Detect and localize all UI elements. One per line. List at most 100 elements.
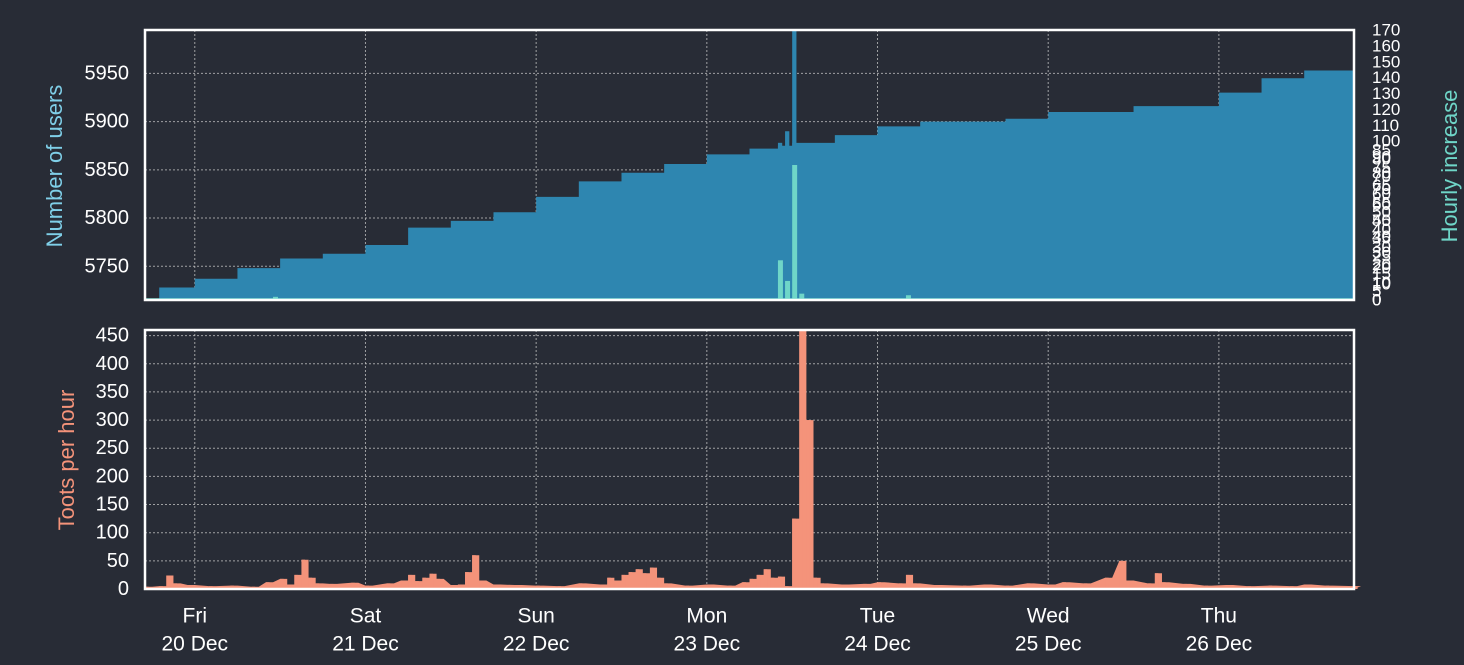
toots-bar bbox=[1289, 586, 1294, 589]
hourly-tick-label: 60 bbox=[1372, 195, 1391, 214]
toots-bar bbox=[1154, 573, 1159, 589]
toots-bar bbox=[706, 584, 711, 589]
toots-bar bbox=[1147, 583, 1152, 589]
toots-bar bbox=[1225, 585, 1230, 589]
hourly-increase-bar bbox=[777, 260, 783, 300]
toots-bar bbox=[877, 582, 882, 589]
x-tick-day-label: Wed bbox=[1027, 605, 1070, 628]
toots-bar bbox=[429, 573, 434, 589]
hourly-increase-bar bbox=[792, 165, 798, 300]
hourly-tick-label: 120 bbox=[1372, 100, 1400, 119]
toots-tick-label: 0 bbox=[118, 578, 129, 600]
hourly-tick-label: 130 bbox=[1372, 84, 1400, 103]
toots-bar bbox=[792, 518, 796, 589]
toots-bar bbox=[913, 583, 917, 589]
toots-bar bbox=[1119, 560, 1123, 589]
hourly-tick-label: 70 bbox=[1372, 179, 1391, 198]
toots-bar bbox=[578, 583, 583, 589]
toots-bar bbox=[457, 584, 462, 589]
toots-bar bbox=[841, 584, 846, 589]
x-tick-day-label: Mon bbox=[686, 605, 727, 628]
hourly-tick-label: 60 bbox=[1372, 185, 1391, 204]
x-tick-day-label: Tue bbox=[860, 605, 895, 628]
toots-bar bbox=[294, 574, 298, 589]
toots-bar bbox=[1204, 585, 1209, 589]
hourly-tick-label: 30 bbox=[1372, 238, 1391, 257]
chart-frames bbox=[143, 28, 1356, 591]
hourly-tick-label: 160 bbox=[1372, 36, 1400, 55]
users-tick-label: 5800 bbox=[85, 207, 130, 229]
toots-bar bbox=[685, 585, 690, 589]
x-tick-day-label: Sat bbox=[350, 605, 382, 628]
toots-bar bbox=[401, 580, 405, 589]
toots-bar bbox=[351, 582, 355, 589]
users-spike bbox=[777, 142, 783, 300]
hourly-increase-axis-label: Hourly increase bbox=[1437, 90, 1462, 243]
toots-bar bbox=[479, 580, 483, 589]
hourly-tick-label: 140 bbox=[1372, 68, 1400, 87]
hourly-tick-label: 0 bbox=[1372, 291, 1381, 310]
toots-bar bbox=[635, 569, 640, 589]
hourly-increase-bar bbox=[785, 280, 791, 300]
bottom-grid bbox=[145, 330, 1354, 590]
hourly-tick-label: 35 bbox=[1372, 229, 1391, 248]
toots-bar bbox=[1126, 580, 1130, 589]
toots-bar bbox=[1005, 585, 1010, 589]
toots-bar bbox=[649, 567, 654, 589]
hourly-tick-label: 75 bbox=[1372, 158, 1391, 177]
toots-bar bbox=[308, 577, 313, 589]
chart-marks bbox=[145, 30, 1362, 589]
hourly-tick-label: 90 bbox=[1372, 148, 1391, 167]
hourly-tick-label: 65 bbox=[1372, 176, 1391, 195]
toots-bar bbox=[287, 584, 291, 589]
toots-bar bbox=[785, 586, 789, 589]
toots-tick-label: 150 bbox=[96, 494, 129, 516]
toots-bar bbox=[1247, 586, 1251, 589]
toots-tick-label: 200 bbox=[96, 465, 129, 487]
toots-bar bbox=[820, 583, 825, 589]
toots-bar bbox=[1325, 585, 1330, 589]
axis-tick-labels: 5750580058505900595005010015020025030035… bbox=[85, 21, 1401, 656]
hourly-tick-label: 70 bbox=[1372, 167, 1391, 186]
hourly-tick-label: 150 bbox=[1372, 52, 1400, 71]
toots-bar bbox=[1048, 584, 1052, 589]
toots-bar bbox=[472, 555, 476, 589]
toots-bar bbox=[166, 575, 170, 589]
toots-bar bbox=[728, 585, 732, 589]
x-tick-day-label: Sun bbox=[517, 605, 554, 628]
toots-bar bbox=[408, 574, 412, 589]
toots-bar bbox=[422, 577, 426, 589]
x-tick-day-label: Fri bbox=[183, 605, 208, 628]
toots-bar bbox=[664, 583, 668, 589]
toots-bar bbox=[742, 582, 746, 589]
hourly-tick-label: 45 bbox=[1372, 211, 1391, 230]
toots-bar bbox=[280, 578, 284, 589]
toots-bar bbox=[329, 583, 334, 589]
toots-tick-label: 100 bbox=[96, 522, 129, 544]
hourly-tick-label: 110 bbox=[1372, 116, 1399, 135]
hourly-tick-label: 85 bbox=[1372, 141, 1391, 160]
x-tick-date-label: 21 Dec bbox=[332, 633, 399, 656]
toots-bar bbox=[1105, 577, 1109, 589]
toots-bar bbox=[1083, 583, 1088, 589]
hourly-tick-label: 100 bbox=[1372, 132, 1400, 151]
toots-tick-label: 50 bbox=[107, 550, 129, 572]
toots-bar bbox=[1062, 582, 1066, 589]
toots-bar bbox=[600, 584, 604, 589]
toots-bar bbox=[436, 578, 441, 589]
hourly-tick-label: 0 bbox=[1372, 291, 1381, 310]
x-tick-date-label: 26 Dec bbox=[1186, 633, 1253, 656]
hourly-tick-label: 15 bbox=[1372, 264, 1391, 283]
toots-bar bbox=[450, 585, 455, 589]
x-tick-date-label: 20 Dec bbox=[162, 633, 229, 656]
hourly-tick-label: 50 bbox=[1372, 211, 1391, 230]
users-tick-label: 5850 bbox=[85, 159, 130, 181]
toots-axis-label: Toots per hour bbox=[54, 390, 79, 531]
toots-bar bbox=[557, 586, 562, 589]
x-tick-date-label: 23 Dec bbox=[674, 633, 741, 656]
x-tick-date-label: 22 Dec bbox=[503, 633, 570, 656]
toots-bar bbox=[806, 420, 810, 589]
bottom-plot-frame bbox=[143, 328, 1356, 591]
users-spike bbox=[785, 131, 790, 300]
